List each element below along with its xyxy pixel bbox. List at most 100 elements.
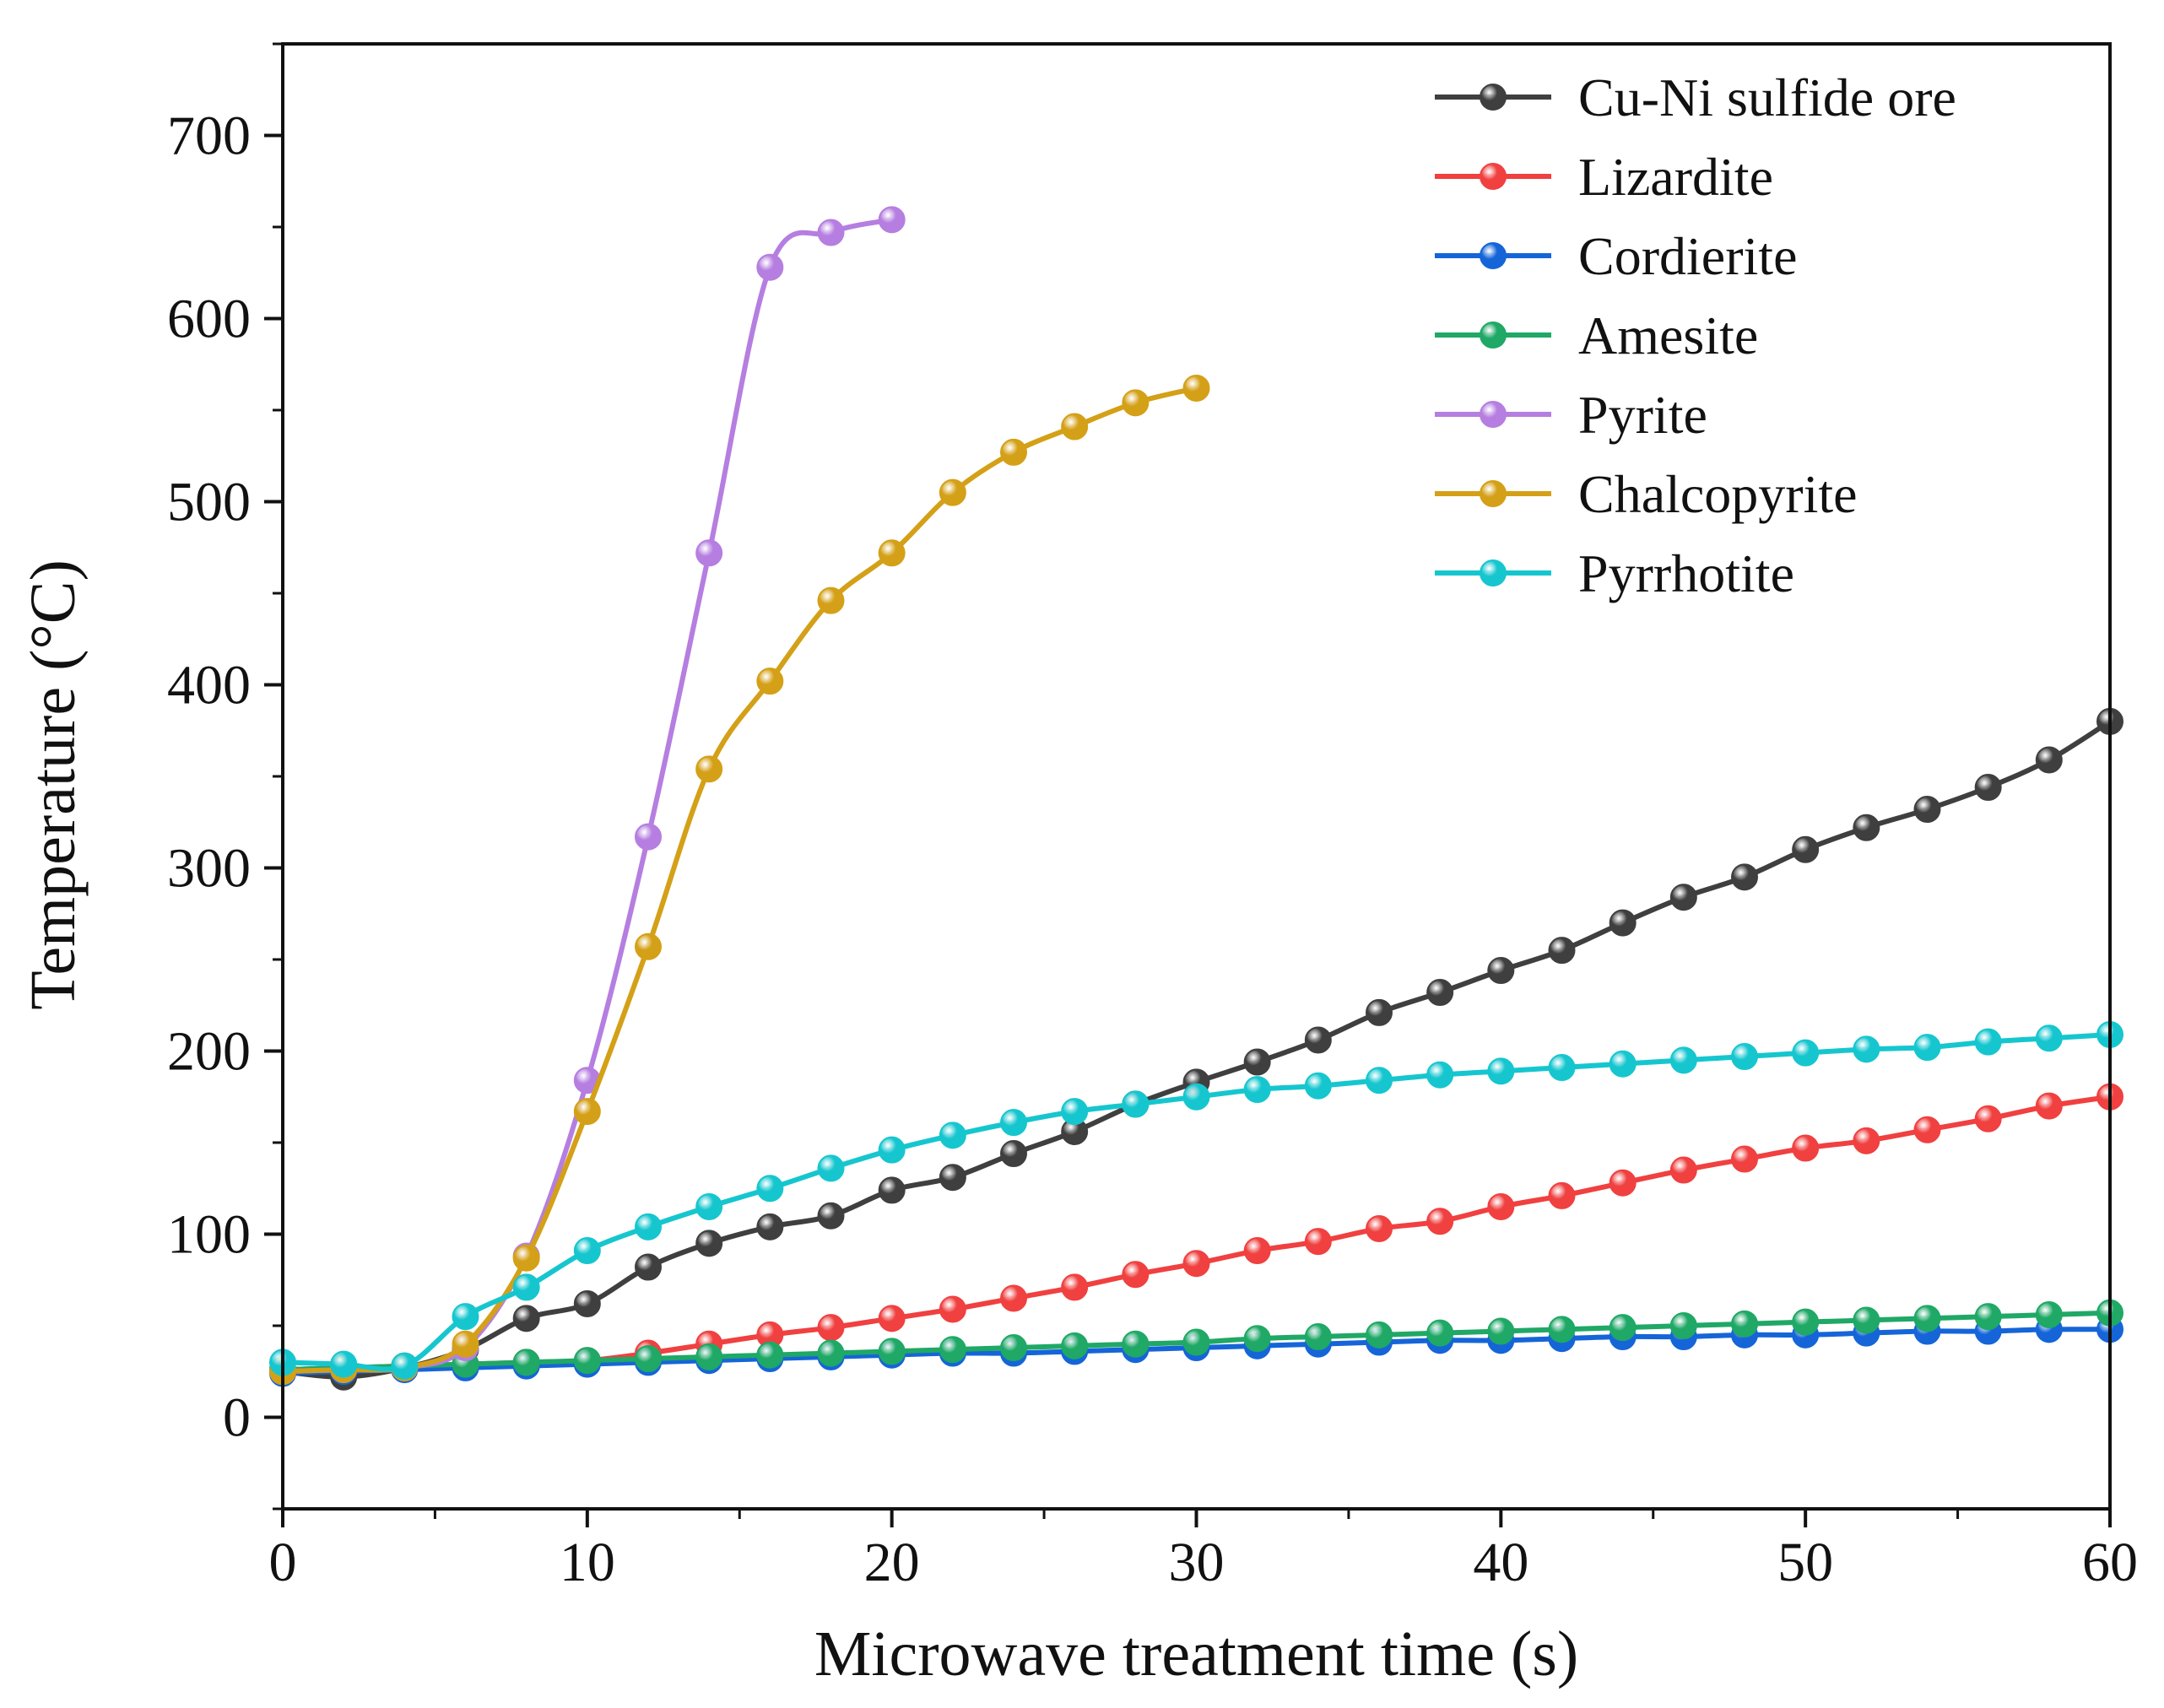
legend-swatch-marker [1480, 559, 1507, 586]
y-tick-label: 700 [167, 105, 251, 167]
data-point [756, 1175, 784, 1203]
data-point [1182, 1328, 1210, 1356]
data-point [1487, 1057, 1515, 1085]
data-point [1974, 1028, 2002, 1056]
data-point [1792, 1308, 1820, 1336]
x-tick-label: 60 [2082, 1532, 2138, 1593]
data-point [1426, 979, 1454, 1007]
data-point [1609, 1314, 1637, 1342]
data-point [817, 1339, 845, 1367]
data-point [1609, 1169, 1637, 1197]
legend-item: Chalcopyrite [1435, 464, 1858, 524]
data-point [635, 1253, 662, 1281]
legend-label: Cordierite [1578, 226, 1797, 286]
y-axis-label: Temperature (°C) [18, 559, 89, 1010]
data-point [878, 206, 906, 234]
data-point [1609, 1050, 1637, 1078]
y-tick-label: 500 [167, 472, 251, 533]
legend: Cu-Ni sulfide ore Lizardite Cordierite Ames… [1435, 68, 1956, 603]
x-tick-label: 40 [1473, 1532, 1528, 1593]
data-point [1122, 389, 1150, 417]
data-point [1792, 1039, 1820, 1067]
data-point [452, 1330, 479, 1358]
data-point [1243, 1237, 1271, 1265]
data-point [1243, 1076, 1271, 1104]
x-tick-label: 0 [269, 1532, 297, 1593]
data-point [1000, 1334, 1027, 1362]
data-point [756, 1341, 784, 1369]
data-point [1182, 1250, 1210, 1278]
data-point [1548, 937, 1576, 965]
data-point [878, 1136, 906, 1164]
series-amesite [269, 1299, 2123, 1384]
data-point [756, 1213, 784, 1240]
data-point [1913, 1116, 1941, 1143]
data-point [573, 1347, 601, 1375]
data-point [756, 253, 784, 281]
data-point [2035, 1092, 2063, 1120]
data-point [817, 1314, 845, 1342]
data-point [1731, 863, 1758, 891]
data-point [1913, 1305, 1941, 1332]
legend-item: Lizardite [1435, 147, 1773, 207]
data-point [939, 1295, 966, 1323]
y-tick-label: 100 [167, 1204, 251, 1266]
data-point [573, 1289, 601, 1317]
data-point [1731, 1145, 1758, 1173]
data-point [1061, 413, 1089, 441]
data-point [512, 1244, 540, 1272]
data-point [1853, 1306, 1880, 1334]
data-point [817, 1202, 845, 1230]
legend-swatch-marker [1480, 163, 1507, 190]
data-point [1853, 813, 1880, 841]
data-point [695, 1192, 723, 1220]
legend-item: Cu-Ni sulfide ore [1435, 68, 1956, 127]
legend-label: Amesite [1578, 305, 1758, 365]
data-point [1182, 1083, 1210, 1111]
y-tick-label: 0 [223, 1387, 251, 1449]
x-tick-label: 50 [1777, 1532, 1833, 1593]
data-point [1426, 1319, 1454, 1347]
data-point [1122, 1261, 1150, 1289]
plot-frame [281, 42, 2112, 1511]
data-point [1000, 1284, 1027, 1312]
y-tick-label: 400 [167, 655, 251, 716]
data-point [512, 1305, 540, 1332]
legend-swatch-marker [1480, 242, 1507, 269]
data-point [635, 932, 662, 960]
data-point [1366, 1321, 1393, 1349]
data-point [1366, 1067, 1393, 1095]
data-point [939, 1336, 966, 1364]
series-layer [269, 206, 2123, 1391]
data-point [391, 1352, 419, 1380]
data-point [1243, 1048, 1271, 1076]
series-line [282, 386, 1198, 1375]
data-point [1792, 835, 1820, 863]
data-point [1122, 1090, 1150, 1118]
legend-item: Cordierite [1435, 226, 1797, 286]
data-point [1000, 1140, 1027, 1168]
data-point [1974, 774, 2002, 802]
data-point [1304, 1026, 1332, 1054]
data-point [1548, 1181, 1576, 1209]
legend-label: Pyrite [1578, 385, 1707, 445]
series-lizardite [269, 1083, 2123, 1384]
y-tick-label: 600 [167, 289, 251, 350]
data-point [878, 1176, 906, 1204]
data-point [878, 1305, 906, 1332]
data-point [1913, 796, 1941, 824]
data-point [330, 1350, 358, 1378]
data-point [939, 478, 966, 506]
data-point [1669, 884, 1697, 911]
data-point [1487, 1317, 1515, 1345]
data-point [1000, 1109, 1027, 1137]
data-point [1548, 1054, 1576, 1082]
data-point [573, 1237, 601, 1265]
legend-swatch-marker [1480, 480, 1507, 507]
data-point [1487, 1192, 1515, 1220]
data-point [1061, 1332, 1089, 1359]
legend-label: Pyrrhotite [1578, 543, 1794, 603]
data-point [1304, 1323, 1332, 1351]
series-pyrite [269, 206, 906, 1386]
data-point [1304, 1228, 1332, 1256]
